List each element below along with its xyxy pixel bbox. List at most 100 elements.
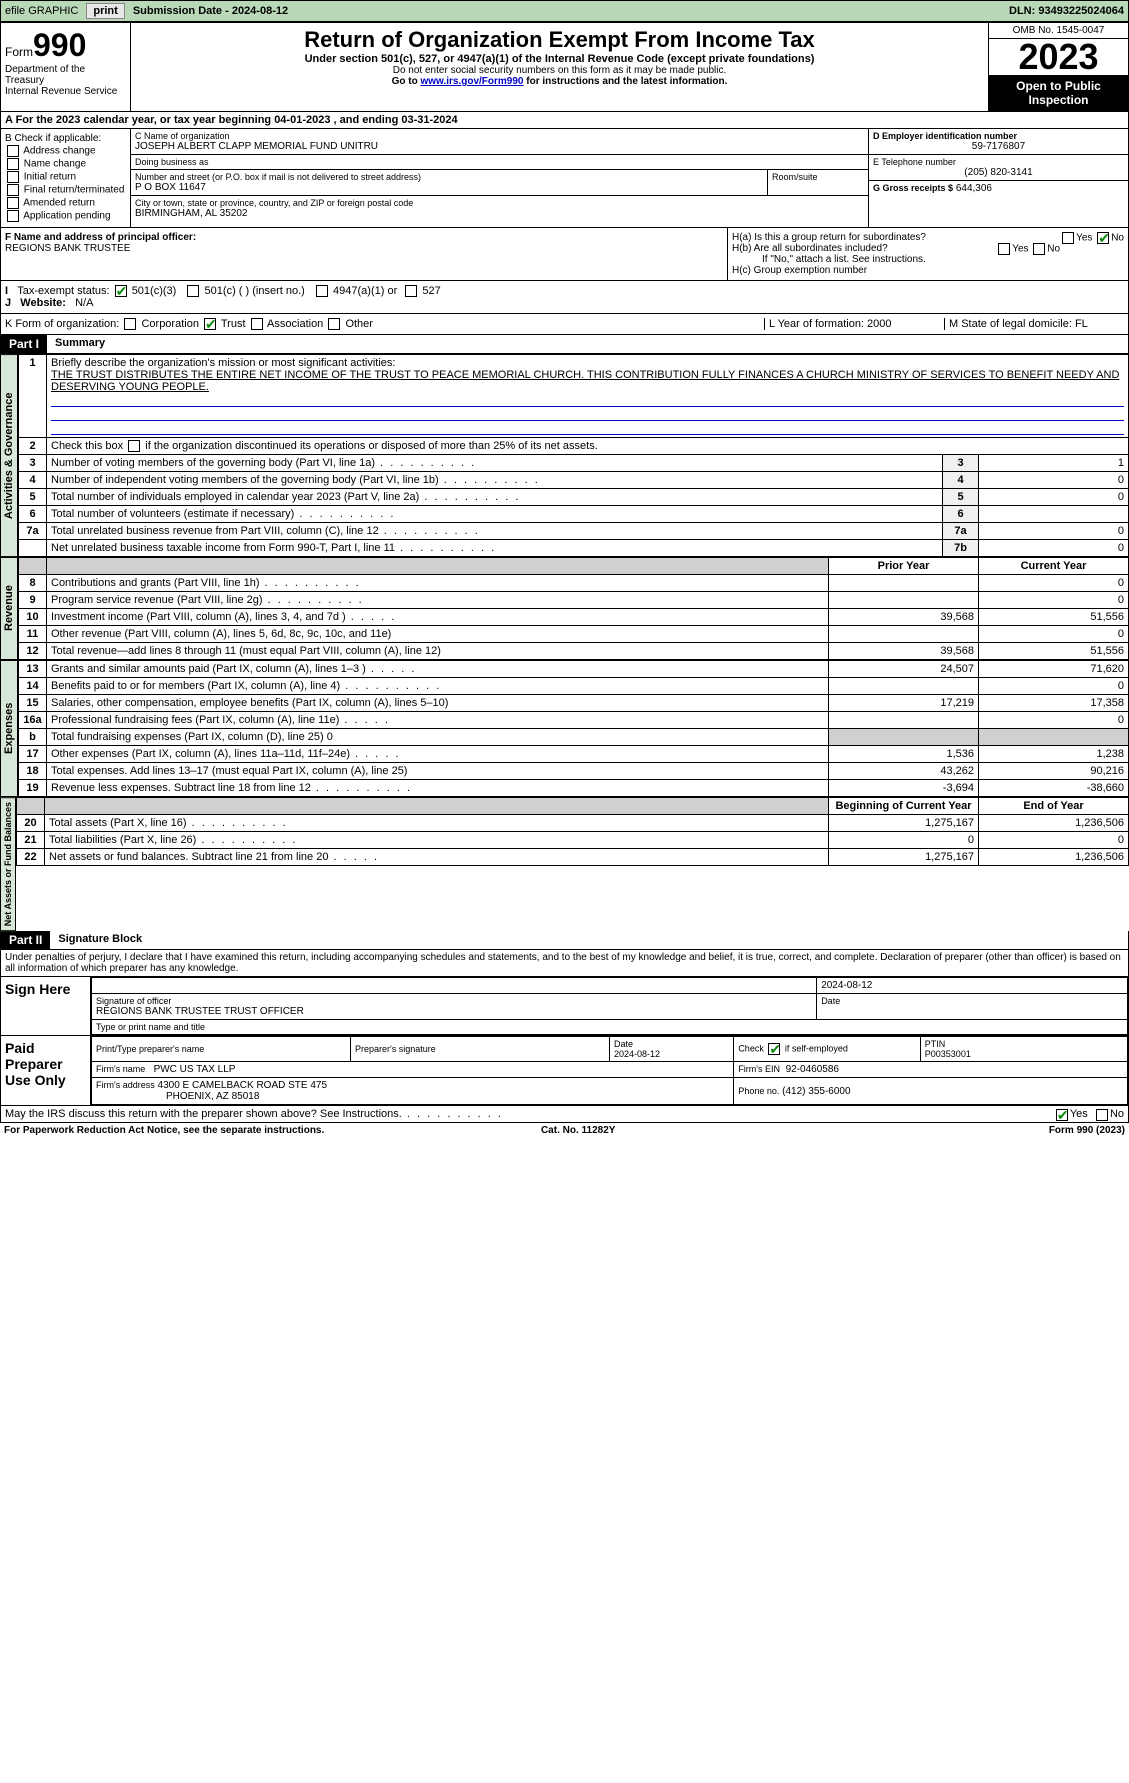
527-cb[interactable]	[405, 285, 417, 297]
hb-no-cb[interactable]	[1033, 243, 1045, 255]
self-emp-cb[interactable]	[768, 1043, 780, 1055]
firm-ein-value: 92-0460586	[786, 1064, 839, 1075]
discuss-label: May the IRS discuss this return with the…	[5, 1108, 503, 1120]
line8-label: Contributions and grants (Part VIII, lin…	[47, 575, 829, 592]
line5-label: Total number of individuals employed in …	[47, 489, 943, 506]
final-return-cb[interactable]: Final return/terminated	[5, 184, 126, 196]
firm-ein-cell: Firm's EIN 92-0460586	[734, 1062, 1128, 1078]
website-label: Website:	[20, 297, 66, 309]
name-change-cb[interactable]: Name change	[5, 158, 126, 170]
line22-label: Net assets or fund balances. Subtract li…	[45, 849, 829, 866]
line7a-value: 0	[979, 523, 1129, 540]
boy-header: Beginning of Current Year	[829, 798, 979, 815]
line12-label: Total revenue—add lines 8 through 11 (mu…	[47, 643, 829, 660]
goto-note: Go to www.irs.gov/Form990 for instructio…	[135, 76, 984, 87]
line16a-cy: 0	[979, 712, 1129, 729]
goto-pre: Go to	[392, 76, 421, 87]
self-employed-cell: Check if self-employed	[734, 1037, 920, 1062]
type-name-label: Type or print name and title	[92, 1020, 1128, 1035]
501c-cb[interactable]	[187, 285, 199, 297]
line8-cy: 0	[979, 575, 1129, 592]
sign-here-table: 2024-08-12 Signature of officer REGIONS …	[91, 977, 1128, 1035]
print-button[interactable]: print	[86, 3, 124, 19]
hc-label: H(c) Group exemption number	[732, 265, 1124, 276]
line16a-label: Professional fundraising fees (Part IX, …	[47, 712, 829, 729]
inspection-label: Open to Public Inspection	[989, 75, 1128, 111]
city-label: City or town, state or province, country…	[135, 198, 864, 208]
line22-b: 1,275,167	[829, 849, 979, 866]
line12-cy: 51,556	[979, 643, 1129, 660]
line3-label: Number of voting members of the governin…	[47, 455, 943, 472]
col-d-contact: D Employer identification number 59-7176…	[868, 129, 1128, 227]
line2-cb[interactable]	[128, 440, 140, 452]
expenses-table: 13Grants and similar amounts paid (Part …	[18, 660, 1129, 797]
ha-yes-cb[interactable]	[1062, 232, 1074, 244]
line15-py: 17,219	[829, 695, 979, 712]
irs-link[interactable]: www.irs.gov/Form990	[420, 76, 523, 87]
officer-label: F Name and address of principal officer:	[5, 232, 723, 243]
amended-return-cb[interactable]: Amended return	[5, 197, 126, 209]
assoc-cb[interactable]	[251, 318, 263, 330]
prep-date-cell: Date2024-08-12	[610, 1037, 734, 1062]
line16b-cy	[979, 729, 1129, 746]
street-value: P O BOX 11647	[135, 182, 763, 193]
org-name-label: C Name of organization	[135, 131, 864, 141]
line2: Check this box if the organization disco…	[47, 438, 1129, 455]
line4-value: 0	[979, 472, 1129, 489]
footer-left: For Paperwork Reduction Act Notice, see …	[4, 1125, 324, 1136]
line20-e: 1,236,506	[979, 815, 1129, 832]
ein-value: 59-7176807	[873, 141, 1124, 152]
current-year-header: Current Year	[979, 558, 1129, 575]
line22-e: 1,236,506	[979, 849, 1129, 866]
col-b-checkboxes: B Check if applicable: Address change Na…	[1, 129, 131, 227]
addr-change-cb[interactable]: Address change	[5, 145, 126, 157]
activities-table: 1 Briefly describe the organization's mi…	[18, 354, 1129, 557]
corp-cb[interactable]	[124, 318, 136, 330]
firm-addr1: 4300 E CAMELBACK ROAD STE 475	[158, 1080, 328, 1091]
line18-cy: 90,216	[979, 763, 1129, 780]
sig-officer-label: Signature of officer	[96, 996, 812, 1006]
org-name-value: JOSEPH ALBERT CLAPP MEMORIAL FUND UNITRU	[135, 141, 864, 152]
netassets-section: Net Assets or Fund Balances Beginning of…	[0, 797, 1129, 931]
top-bar: efile GRAPHIC print Submission Date - 20…	[0, 0, 1129, 22]
sig-officer-value: REGIONS BANK TRUSTEE TRUST OFFICER	[96, 1006, 812, 1017]
form-number: 990	[33, 27, 86, 63]
line18-label: Total expenses. Add lines 13–17 (must eq…	[47, 763, 829, 780]
perjury-text: Under penalties of perjury, I declare th…	[0, 950, 1129, 977]
website-value: N/A	[75, 297, 93, 309]
line13-py: 24,507	[829, 661, 979, 678]
line9-label: Program service revenue (Part VIII, line…	[47, 592, 829, 609]
state-domicile: M State of legal domicile: FL	[944, 318, 1124, 330]
year-formation: L Year of formation: 2000	[764, 318, 944, 330]
app-pending-cb[interactable]: Application pending	[5, 210, 126, 222]
initial-return-cb[interactable]: Initial return	[5, 171, 126, 183]
other-cb[interactable]	[328, 318, 340, 330]
line21-label: Total liabilities (Part X, line 26)	[45, 832, 829, 849]
room-label: Room/suite	[772, 172, 864, 182]
firm-addr-cell: Firm's address 4300 E CAMELBACK ROAD STE…	[92, 1078, 734, 1105]
trust-cb[interactable]	[204, 318, 216, 330]
line21-b: 0	[829, 832, 979, 849]
line15-label: Salaries, other compensation, employee b…	[47, 695, 829, 712]
vlabel-activities: Activities & Governance	[0, 354, 18, 557]
tel-label: E Telephone number	[873, 157, 1124, 167]
part1-title: Summary	[47, 335, 113, 353]
line17-cy: 1,238	[979, 746, 1129, 763]
line16b-label: Total fundraising expenses (Part IX, col…	[47, 729, 829, 746]
hb-yes-cb[interactable]	[998, 243, 1010, 255]
discuss-yes-cb[interactable]	[1056, 1109, 1068, 1121]
ein-label: D Employer identification number	[873, 131, 1124, 141]
principal-officer: F Name and address of principal officer:…	[1, 228, 728, 280]
tax-exempt-status: I Tax-exempt status: 501(c)(3) 501(c) ( …	[5, 285, 1124, 309]
501c3-cb[interactable]	[115, 285, 127, 297]
4947-cb[interactable]	[316, 285, 328, 297]
line19-py: -3,694	[829, 780, 979, 797]
dept-label: Department of the Treasury	[5, 64, 126, 86]
city-cell: City or town, state or province, country…	[131, 196, 868, 221]
line5-value: 0	[979, 489, 1129, 506]
tax-year: 2023	[989, 39, 1128, 75]
part1-body: Activities & Governance 1 Briefly descri…	[0, 354, 1129, 557]
eoy-header: End of Year	[979, 798, 1129, 815]
discuss-no-cb[interactable]	[1096, 1109, 1108, 1121]
ha-no-cb[interactable]	[1097, 232, 1109, 244]
